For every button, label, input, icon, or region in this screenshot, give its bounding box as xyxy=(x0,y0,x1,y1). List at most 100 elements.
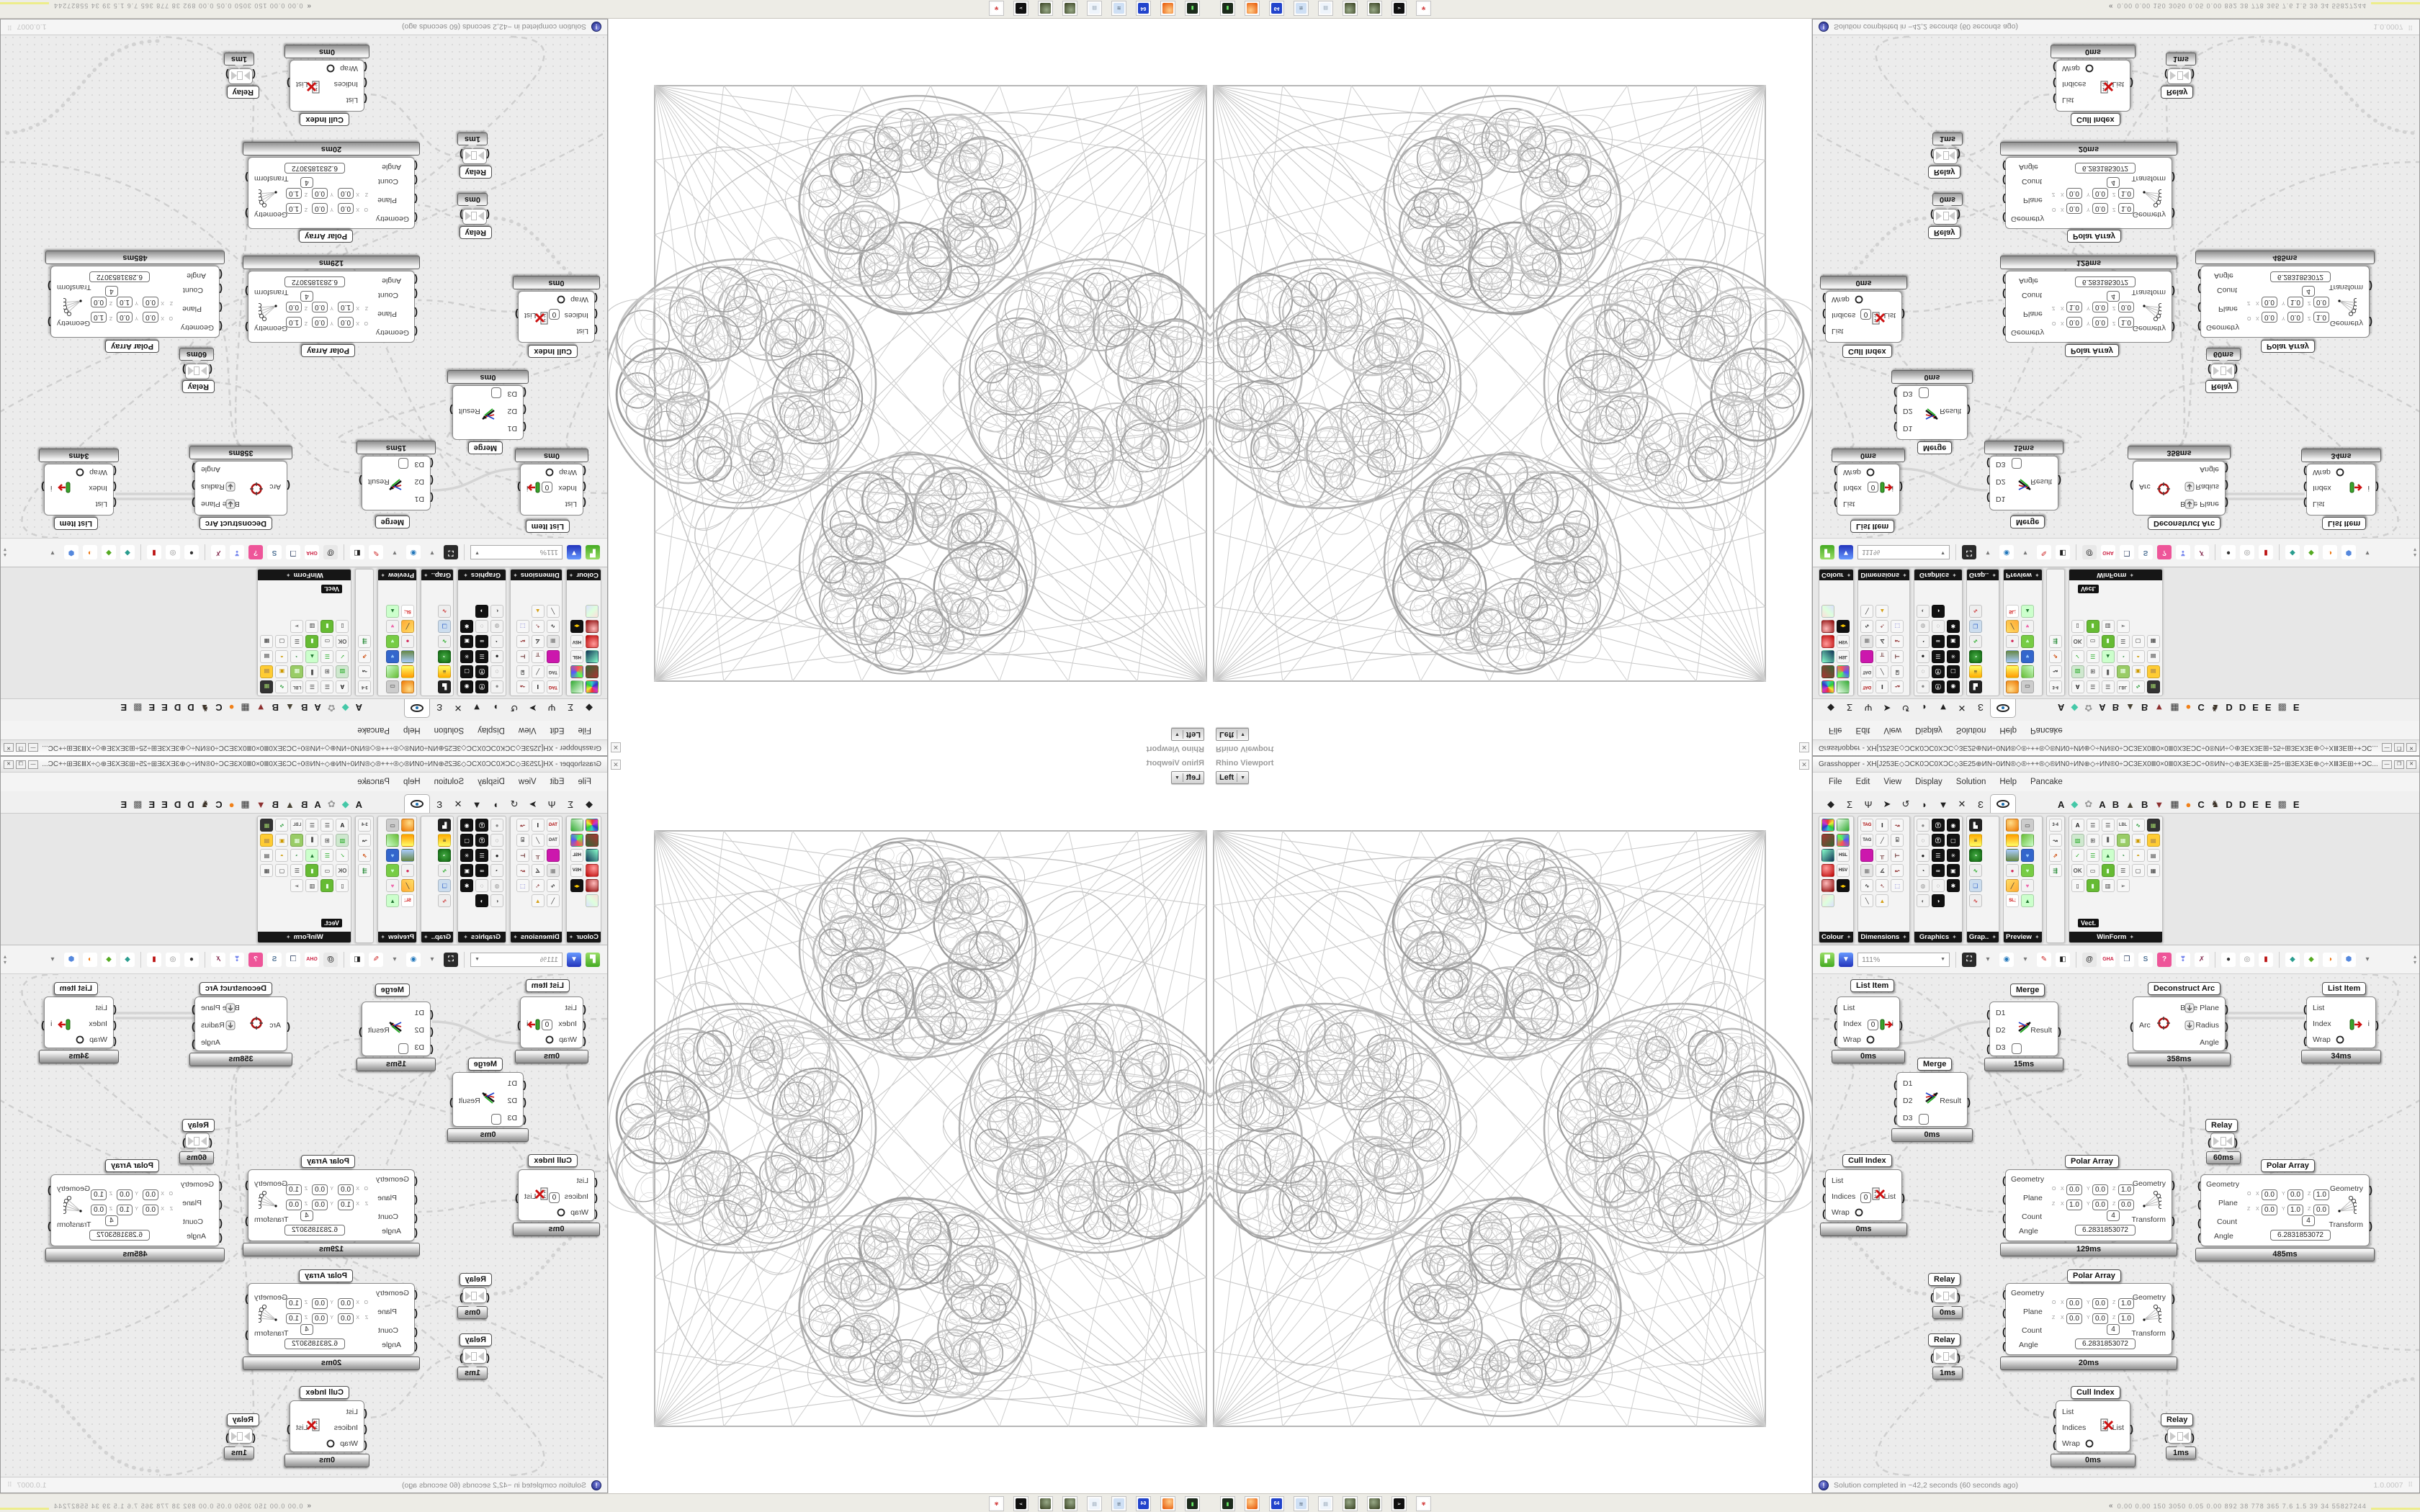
gha-recycle-icon[interactable]: GHA xyxy=(305,952,319,967)
save-file-icon[interactable]: ▼ xyxy=(1839,545,1853,560)
palette-component-icon[interactable] xyxy=(586,894,599,907)
node-label-chip[interactable]: Cull Index xyxy=(1842,1154,1892,1167)
palette-component-icon[interactable]: ◌ xyxy=(1931,879,1945,892)
balloon-icon[interactable]: ❣ xyxy=(2176,545,2190,560)
node-label-chip[interactable]: Cull Index xyxy=(528,1154,578,1167)
palette-component-icon[interactable]: ∿ xyxy=(546,879,560,892)
red-cylinder-icon[interactable]: ▮ xyxy=(2259,545,2273,560)
input-grip[interactable]: ( xyxy=(2002,1307,2006,1318)
open-file-icon[interactable]: ▛ xyxy=(1820,545,1834,560)
input-grip[interactable]: ( xyxy=(523,1096,526,1107)
palette-component-icon[interactable]: ✱ xyxy=(1946,620,1960,633)
palette-component-icon[interactable]: ♥ xyxy=(385,849,399,862)
palette-component-icon[interactable]: SL; xyxy=(2006,894,2020,907)
output-grip[interactable]: ) xyxy=(2172,1328,2175,1340)
output-grip[interactable]: ) xyxy=(2172,322,2175,333)
input-grip[interactable]: ( xyxy=(1894,387,1897,399)
teal-pin-icon[interactable]: ◆ xyxy=(120,952,135,967)
node-label-chip[interactable]: Merge xyxy=(1917,1058,1953,1071)
menu-view[interactable]: View xyxy=(1883,726,1902,734)
palette-component-icon[interactable]: ↜ xyxy=(1891,864,1904,877)
palette-component-icon[interactable]: ◍ xyxy=(1916,620,1930,633)
input-grip[interactable]: ( xyxy=(2002,326,2006,338)
output-grip[interactable]: ) xyxy=(2369,281,2372,292)
value-box[interactable]: 0.0 xyxy=(2287,1189,2303,1200)
palette-component-icon[interactable]: ⫼ xyxy=(305,834,319,847)
palette-component-icon[interactable] xyxy=(570,834,583,847)
output-grip[interactable]: ) xyxy=(48,1220,51,1231)
plugin-tab-17[interactable]: E xyxy=(120,799,127,810)
palette-group-footer[interactable]: Dimensions ✦ xyxy=(511,932,562,942)
plugin-tab-14[interactable]: E xyxy=(2252,799,2259,810)
category-tab-icon-8[interactable]: Ɛ xyxy=(1978,799,1984,810)
palette-component-icon[interactable]: ⬚ xyxy=(1891,620,1904,633)
menu-file[interactable]: File xyxy=(578,778,591,786)
category-tab-icon-0[interactable]: ◆ xyxy=(1827,703,1834,714)
component-polar[interactable]: (Geometry(Plane(Count(Angle O X Y Z 0.0 0.0 1.0… xyxy=(2195,251,2375,338)
relay-node[interactable]: () xyxy=(1930,209,1960,225)
component-merge[interactable]: (D1(D2(D3 Result) 0ms xyxy=(447,1072,529,1142)
palette-component-icon[interactable] xyxy=(546,849,560,862)
palette-component-icon[interactable]: ☰ xyxy=(321,849,334,862)
input-grip[interactable]: ( xyxy=(2197,284,2201,295)
value-box[interactable]: 0.0 xyxy=(2262,1189,2277,1200)
green-pin-icon[interactable]: ◆ xyxy=(2304,952,2318,967)
palette-component-icon[interactable]: ⫼ xyxy=(2101,834,2115,847)
output-grip[interactable]: ) xyxy=(2130,1423,2133,1434)
palette-component-icon[interactable]: ◌ xyxy=(490,834,504,847)
value-box[interactable]: 4 xyxy=(300,1210,313,1221)
node-label-chip[interactable]: Polar Array xyxy=(2261,1159,2315,1172)
plugin-tab-11[interactable]: ♞ xyxy=(2210,703,2220,714)
plugin-tab-12[interactable]: D xyxy=(2226,799,2233,810)
palette-component-icon[interactable]: ╱ xyxy=(1876,665,1889,678)
grasshopper-titlebar[interactable]: Grasshopper - XH[J253E◇ƆCK0ƆC0XƆC◇3E25⊕И… xyxy=(1,757,607,773)
menu-display[interactable]: Display xyxy=(1915,778,1942,786)
monitor-caret-icon[interactable]: « xyxy=(307,1502,311,1510)
output-grip[interactable]: ) xyxy=(517,1019,521,1030)
palette-component-icon[interactable]: ▭ xyxy=(2086,635,2099,648)
palette-component-icon[interactable]: ∡ xyxy=(531,864,544,877)
value-box[interactable]: 1.0 xyxy=(2313,1189,2329,1200)
grasshopper-canvas[interactable]: List Item(List(Index(Wrap 0 i) 0ms Merge(D1(… xyxy=(1,974,607,1477)
output-grip[interactable]: ) xyxy=(225,1431,229,1443)
palette-component-icon[interactable] xyxy=(2021,834,2035,847)
input-grip[interactable]: ( xyxy=(486,1291,490,1302)
palette-component-icon[interactable]: ▦ xyxy=(1860,635,1874,648)
value-box[interactable]: 0.0 xyxy=(2262,312,2277,323)
value-box[interactable]: 4 xyxy=(105,1215,118,1226)
component-polar[interactable]: (Geometry(Plane(Count(Angle O X Y Z 0.0 0.0 1.0… xyxy=(45,1174,225,1261)
palette-component-icon[interactable]: Ⓣ xyxy=(1931,680,1945,693)
input-grip[interactable]: ( xyxy=(2197,302,2201,314)
plugin-tab-6[interactable]: B xyxy=(2141,799,2148,810)
maximize-button[interactable]: ❐ xyxy=(16,760,26,769)
caret-1-icon[interactable]: ▾ xyxy=(1986,549,1990,557)
canvas-scroll-arrows[interactable]: ▴ ▾ xyxy=(2413,953,2416,966)
palette-component-icon[interactable]: ✱ xyxy=(460,879,474,892)
value-box[interactable]: 0.0 xyxy=(2066,1313,2082,1324)
palette-component-icon[interactable]: ▢ xyxy=(1946,665,1960,678)
output-grip[interactable]: ) xyxy=(1899,1019,1903,1030)
node-label-chip[interactable]: Merge xyxy=(2010,516,2045,528)
desktop-icon-red-flower[interactable]: ✾ xyxy=(1416,1,1431,16)
output-grip[interactable]: ) xyxy=(1957,210,1960,221)
palette-component-icon[interactable]: ☰ xyxy=(321,819,334,832)
relay-node[interactable]: () xyxy=(182,1133,212,1148)
palette-component-icon[interactable]: ╲ xyxy=(546,894,560,907)
output-grip[interactable]: ) xyxy=(245,1292,248,1304)
input-grip[interactable]: ( xyxy=(2303,482,2307,493)
desktop-icon-scroll-docs[interactable]: ≋ xyxy=(1111,1,1126,16)
value-box[interactable]: 1.0 xyxy=(2118,203,2134,214)
wire-cylinder-icon[interactable]: ◎ xyxy=(2240,545,2254,560)
palette-component-icon[interactable]: ✳ xyxy=(1946,849,1960,862)
desktop-icon-camo-ball-2[interactable] xyxy=(1038,1,1053,16)
palette-group-footer[interactable]: Grap.. ✦ xyxy=(1966,932,1999,942)
value-box[interactable]: 6.2831853072 xyxy=(2075,1225,2136,1236)
relay-node[interactable]: () xyxy=(1930,1287,1960,1303)
palette-component-icon[interactable]: ◔ xyxy=(490,864,504,877)
palette-component-icon[interactable]: ▤ xyxy=(260,849,274,862)
node-label-chip[interactable]: Relay xyxy=(1928,1333,1961,1346)
value-box[interactable]: 6.2831853072 xyxy=(2075,163,2136,174)
dark-cylinder-icon[interactable]: ● xyxy=(184,952,199,967)
palette-component-icon[interactable]: ➴ xyxy=(1876,879,1889,892)
output-grip[interactable]: ) xyxy=(2058,1025,2061,1037)
